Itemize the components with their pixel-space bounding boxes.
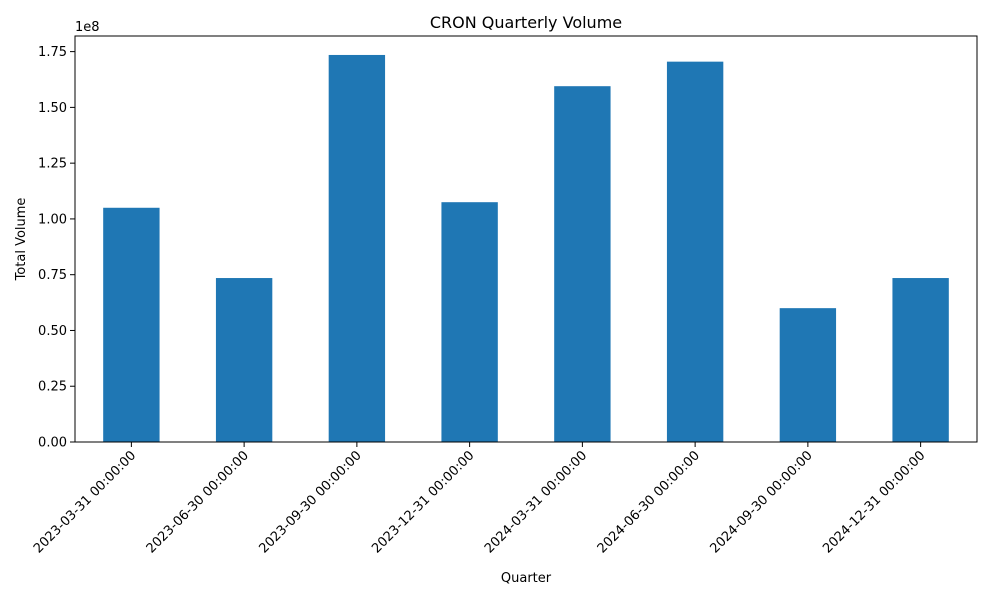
chart-title: CRON Quarterly Volume — [430, 13, 622, 32]
bar-2 — [328, 54, 386, 442]
y-tick-label-5: 1.25 — [38, 157, 67, 172]
y-tick-label-3: 0.75 — [38, 268, 67, 283]
x-tick-label-6: 2024-09-30 00:00:00 — [707, 448, 815, 556]
bar-6 — [779, 308, 837, 442]
y-axis-offset-text: 1e8 — [75, 20, 100, 35]
y-tick-label-2: 0.50 — [38, 324, 67, 339]
x-tick-label-2: 2023-09-30 00:00:00 — [256, 448, 364, 556]
bar-0 — [103, 207, 160, 442]
bar-5 — [666, 61, 724, 443]
x-tick-label-5: 2024-06-30 00:00:00 — [595, 448, 703, 556]
x-axis-label: Quarter — [501, 571, 552, 586]
y-tick-label-6: 1.50 — [38, 101, 67, 116]
bar-7 — [892, 278, 949, 442]
y-tick-label-4: 1.00 — [38, 212, 67, 227]
bar-1 — [215, 278, 273, 442]
x-tick-label-3: 2023-12-31 00:00:00 — [369, 448, 477, 556]
y-tick-label-7: 1.75 — [38, 45, 67, 60]
x-tick-label-7: 2024-12-31 00:00:00 — [820, 448, 928, 556]
bar-4 — [554, 86, 611, 442]
x-tick-label-0: 2023-03-31 00:00:00 — [31, 448, 139, 556]
x-tick-label-4: 2024-03-31 00:00:00 — [482, 448, 590, 556]
y-axis-label: Total Volume — [14, 198, 29, 282]
bar-3 — [441, 202, 498, 442]
x-tick-label-1: 2023-06-30 00:00:00 — [144, 448, 252, 556]
y-tick-label-0: 0.00 — [38, 436, 67, 451]
plot-area-frame — [74, 35, 978, 443]
bars-group — [103, 54, 949, 443]
y-tick-label-1: 0.25 — [38, 380, 67, 395]
